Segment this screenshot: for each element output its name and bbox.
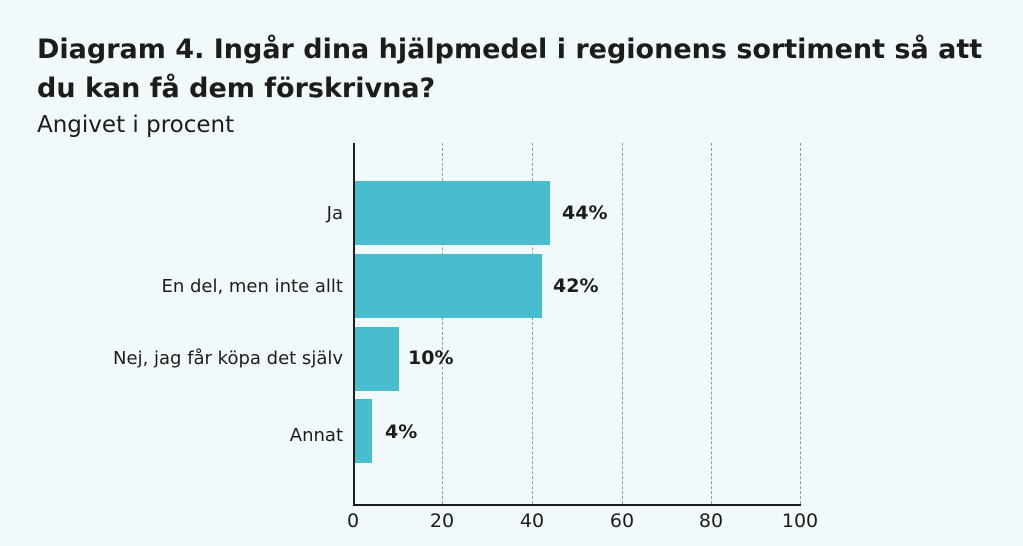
gridline bbox=[442, 143, 443, 504]
x-tick: 60 bbox=[609, 510, 635, 532]
bar-annat bbox=[355, 399, 372, 463]
category-label: Annat bbox=[289, 425, 343, 446]
x-tick: 20 bbox=[429, 510, 455, 532]
chart-subtitle: Angivet i procent bbox=[37, 112, 235, 138]
bar-ja bbox=[355, 181, 550, 245]
gridline bbox=[532, 143, 533, 504]
x-tick: 80 bbox=[698, 510, 724, 532]
bar-nej bbox=[355, 327, 399, 391]
gridline bbox=[800, 143, 801, 504]
x-tick: 40 bbox=[519, 510, 545, 532]
category-labels: Ja En del, men inte allt Nej, jag får kö… bbox=[0, 143, 343, 506]
gridline bbox=[622, 143, 623, 504]
value-label: 44% bbox=[562, 202, 608, 224]
category-label: Ja bbox=[326, 203, 343, 224]
chart-title: Diagram 4. Ingår dina hjälpmedel i regio… bbox=[37, 34, 983, 104]
category-label: En del, men inte allt bbox=[161, 276, 343, 297]
x-tick: 0 bbox=[346, 510, 360, 532]
plot-area: 44% 42% 10% 4% bbox=[353, 143, 801, 506]
value-label: 4% bbox=[385, 421, 418, 443]
value-label: 42% bbox=[553, 275, 599, 297]
bar-en-del bbox=[355, 254, 542, 318]
x-tick: 100 bbox=[781, 510, 819, 532]
y-axis bbox=[353, 143, 355, 506]
gridline bbox=[711, 143, 712, 504]
category-label: Nej, jag får köpa det själv bbox=[113, 348, 343, 369]
value-label: 10% bbox=[408, 347, 454, 369]
x-axis bbox=[353, 504, 801, 506]
